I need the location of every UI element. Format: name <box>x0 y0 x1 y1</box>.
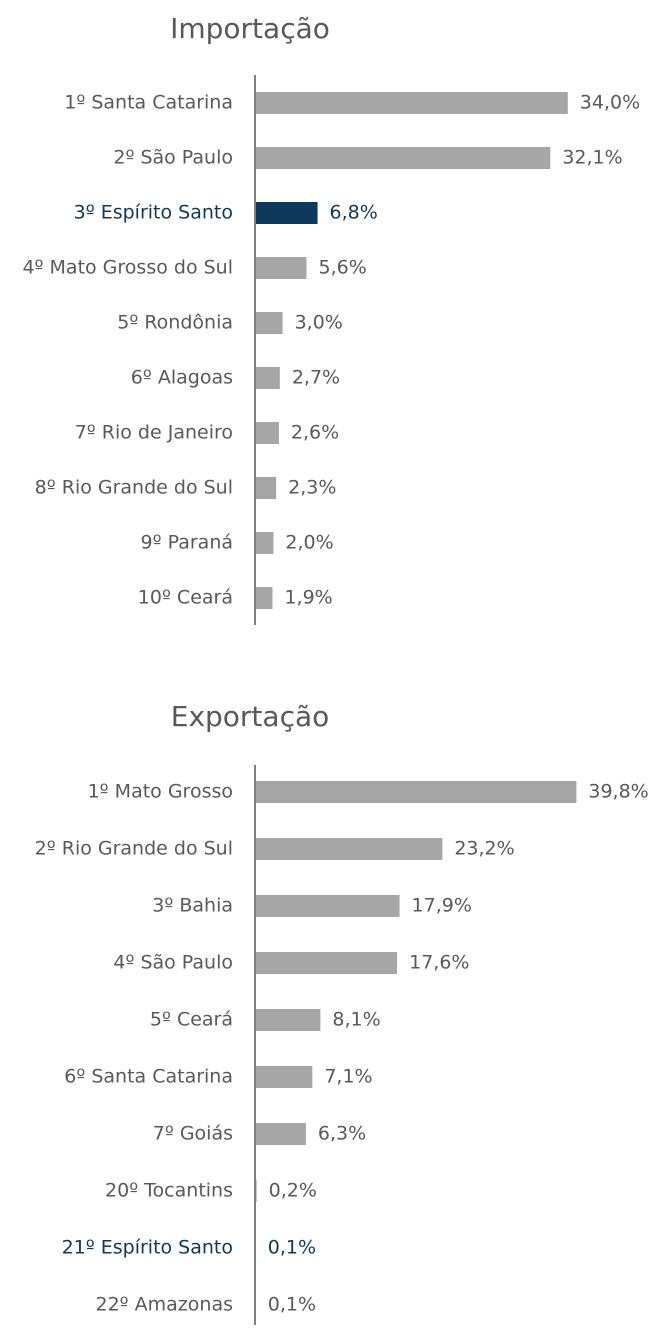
category-label: 3º Bahia <box>152 895 233 917</box>
category-label: 8º Rio Grande do Sul <box>35 477 233 499</box>
chart-title: Importação <box>170 12 330 45</box>
category-label: 5º Rondônia <box>117 312 233 334</box>
category-label: 21º Espírito Santo <box>62 1237 233 1259</box>
category-label: 6º Santa Catarina <box>64 1066 233 1088</box>
value-label: 0,2% <box>269 1180 317 1202</box>
bar <box>255 838 443 860</box>
bar <box>255 1066 313 1088</box>
category-label: 1º Santa Catarina <box>64 92 233 114</box>
value-label: 2,0% <box>285 532 333 554</box>
value-label: 39,8% <box>588 781 648 803</box>
value-label: 2,3% <box>288 477 336 499</box>
value-label: 6,8% <box>330 202 378 224</box>
value-label: 17,9% <box>412 895 472 917</box>
value-label: 17,6% <box>409 952 469 974</box>
value-label: 32,1% <box>562 147 622 169</box>
bar <box>255 147 551 169</box>
value-label: 8,1% <box>332 1009 380 1031</box>
value-label: 0,1% <box>268 1237 316 1259</box>
category-label: 5º Ceará <box>150 1009 233 1031</box>
category-label: 2º São Paulo <box>113 147 233 169</box>
value-label: 34,0% <box>580 92 640 114</box>
value-label: 3,0% <box>295 312 343 334</box>
bar <box>255 1009 321 1031</box>
bar <box>255 781 577 803</box>
category-label: 1º Mato Grosso <box>88 781 233 803</box>
value-label: 23,2% <box>454 838 514 860</box>
bar <box>255 92 568 114</box>
value-label: 2,7% <box>292 367 340 389</box>
bar <box>255 312 283 334</box>
bar <box>255 477 277 499</box>
category-label: 20º Tocantins <box>105 1180 233 1202</box>
category-label: 22º Amazonas <box>96 1294 234 1316</box>
value-label: 5,6% <box>319 257 367 279</box>
value-label: 0,1% <box>268 1294 316 1316</box>
bar <box>255 422 279 444</box>
bar <box>255 587 273 609</box>
bar <box>255 202 318 224</box>
category-label: 7º Goiás <box>153 1123 233 1145</box>
bar <box>255 367 280 389</box>
bar <box>255 952 398 974</box>
value-label: 7,1% <box>324 1066 372 1088</box>
category-label: 7º Rio de Janeiro <box>75 422 233 444</box>
category-label: 3º Espírito Santo <box>74 202 233 224</box>
category-label: 9º Paraná <box>141 532 233 554</box>
category-label: 6º Alagoas <box>131 367 233 389</box>
bar <box>255 1123 306 1145</box>
bar <box>255 257 307 279</box>
category-label: 4º Mato Grosso do Sul <box>22 257 233 279</box>
bar <box>255 895 400 917</box>
chart-title: Exportação <box>171 700 330 733</box>
value-label: 1,9% <box>284 587 332 609</box>
category-label: 4º São Paulo <box>113 952 233 974</box>
value-label: 6,3% <box>318 1123 366 1145</box>
value-label: 2,6% <box>291 422 339 444</box>
bar <box>255 532 274 554</box>
category-label: 2º Rio Grande do Sul <box>35 838 233 860</box>
category-label: 10º Ceará <box>138 587 233 609</box>
